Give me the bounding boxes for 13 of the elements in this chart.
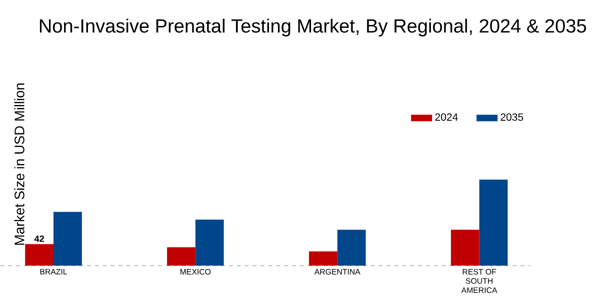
bar <box>53 212 82 266</box>
legend-label: 2035 <box>500 113 524 121</box>
chart-title: Non-Invasive Prenatal Testing Market, By Regional, 2024 & 2035 <box>40 18 586 36</box>
data-label: 42 <box>34 235 44 242</box>
bar <box>337 230 366 266</box>
bar <box>308 251 338 266</box>
legend-label: 2024 <box>435 113 458 121</box>
y-axis-title: Market Size in USD Million <box>14 83 24 245</box>
bar <box>195 219 224 266</box>
bar <box>450 230 480 266</box>
bar <box>167 247 196 266</box>
bar <box>25 244 54 266</box>
bar <box>479 179 508 266</box>
